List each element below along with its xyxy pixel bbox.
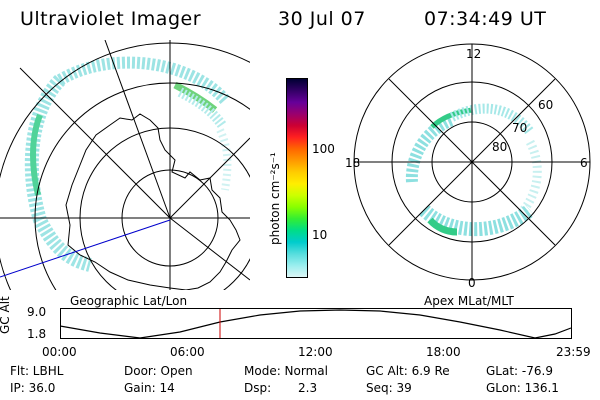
gc-alt-ylabel: GC Alt: [0, 296, 12, 334]
gc-alt-xtick-1: 06:00: [170, 345, 205, 359]
gc-alt-curve: [60, 309, 572, 339]
colorbar-tick-100: 100: [312, 142, 335, 156]
gc-alt-plot: [60, 308, 572, 339]
antarctica-coastline: [65, 113, 241, 290]
mlt-label-12: 12: [466, 47, 482, 61]
aurora-oval-left: [24, 56, 232, 272]
mlt-label-0: 0: [468, 276, 476, 290]
flt-info: Flt: LBHL: [10, 364, 64, 378]
gc-alt-xtick-3: 18:00: [426, 345, 461, 359]
geographic-map: [0, 40, 250, 290]
dsp-label: Dsp:: [244, 381, 272, 395]
gc-alt-xtick-2: 12:00: [298, 345, 333, 359]
lat-label-70: 70: [512, 121, 528, 135]
dsp-value: 2.3: [298, 381, 318, 395]
aurora-oval-right: [405, 103, 542, 237]
apex-polar-plot: [353, 43, 591, 281]
date-label: 30 Jul 07: [278, 8, 366, 30]
door-info: Door: Open: [124, 364, 193, 378]
mlt-label-6: 6: [580, 156, 588, 170]
gc-alt-xtick-0: 00:00: [42, 345, 77, 359]
seq-info: Seq: 39: [366, 381, 412, 395]
colorbar: [286, 78, 308, 278]
instrument-title: Ultraviolet Imager: [20, 8, 202, 30]
gain-info: Gain: 14: [124, 381, 175, 395]
lat-label-60: 60: [538, 98, 554, 112]
colorbar-unit-label: photon cm⁻²s⁻¹: [268, 152, 282, 245]
apex-panel-label: Apex MLat/MLT: [424, 294, 514, 308]
gc-alt-info: GC Alt: 6.9 Re: [366, 364, 450, 378]
gc-alt-ytick-high: 9.0: [27, 305, 47, 319]
ip-info: IP: 36.0: [10, 381, 56, 395]
lat-label-80: 80: [492, 140, 508, 154]
orbit-track: [0, 219, 171, 278]
mlt-label-18: 18: [345, 156, 361, 170]
geographic-panel-label: Geographic Lat/Lon: [70, 294, 188, 308]
gc-alt-xtick-4: 23:59: [556, 345, 591, 359]
gc-alt-ytick-low: 1.8: [27, 327, 47, 341]
time-label: 07:34:49 UT: [424, 8, 547, 30]
glon-info: GLon: 136.1: [486, 381, 559, 395]
mode-info: Mode: Normal: [244, 364, 328, 378]
glat-info: GLat: -76.9: [486, 364, 553, 378]
colorbar-tick-10: 10: [312, 228, 328, 242]
